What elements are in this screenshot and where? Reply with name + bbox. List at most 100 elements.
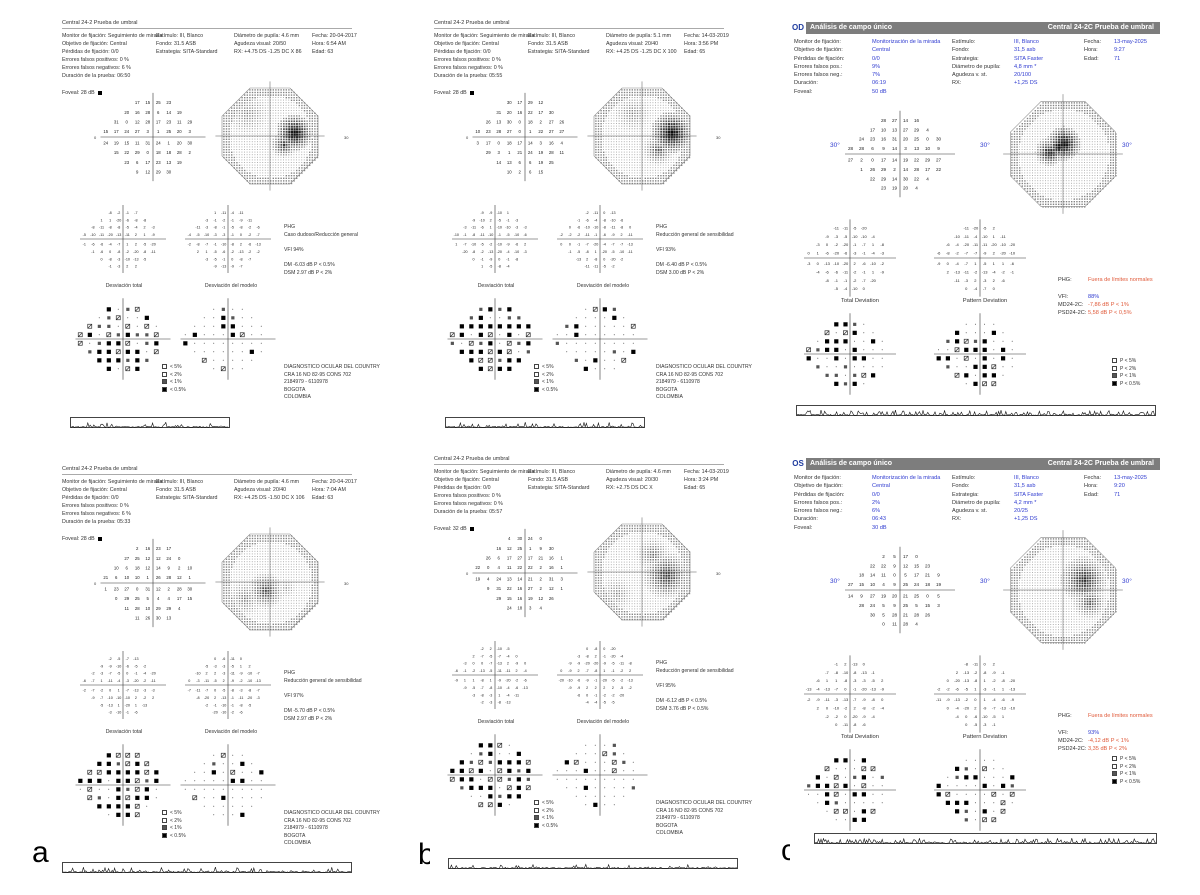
header-field: Monitor de fijación: Seguimiento de mira…	[62, 479, 163, 485]
field-value: -7	[825, 670, 829, 675]
field-value: -10	[497, 226, 502, 230]
field-value: -8	[585, 250, 588, 254]
field-value: -8	[196, 696, 199, 700]
axis-zero-label: 0	[466, 135, 469, 140]
field-value: 1	[529, 129, 532, 134]
spacer	[284, 254, 358, 262]
header-field: Estrategia: SITA-Standard	[528, 49, 590, 55]
legend-text: P < 0.5%	[1120, 778, 1141, 785]
field-value: -13	[221, 696, 226, 700]
clinic-line: 2184979 - 6110978	[656, 379, 700, 386]
field-value: 28	[496, 129, 501, 134]
legend-text: < 0.5%	[542, 822, 558, 829]
field-value: 11	[892, 622, 897, 627]
field-value: 10	[925, 146, 931, 151]
field-value: -11	[963, 269, 969, 274]
field-value: 12	[135, 119, 140, 124]
field-value: -9	[568, 686, 571, 690]
field-value: 2	[993, 661, 996, 666]
field-value: 26	[486, 119, 491, 124]
field-value: 1	[100, 679, 102, 683]
field-value: -2	[620, 669, 623, 673]
field-value: 29	[528, 100, 533, 105]
field-value: 30	[903, 176, 909, 181]
field-value: -11	[833, 225, 839, 230]
field-value: 10	[870, 582, 876, 587]
clinic-address: DIAGNOSTICO OCULAR DEL COUNTRY CRA 16 NO …	[656, 364, 752, 402]
report-header-col2: Estímulo: III, Blanco Fondo: 31.5 ASB Estr…	[528, 32, 589, 56]
header-field: Fondo:	[952, 483, 970, 490]
field-value: -5	[143, 243, 146, 247]
pattern-deviation-prob-map	[552, 734, 648, 816]
spacer	[284, 685, 362, 693]
field-value: -2	[515, 679, 518, 683]
field-value: -8	[213, 226, 216, 230]
ght-value: Fuera de límites normales	[1088, 713, 1153, 719]
field-value: -11	[963, 225, 969, 230]
field-value: -2	[222, 218, 225, 222]
foveal-value: Foveal: 28 dB	[62, 536, 102, 542]
global-indices: PHG Reducción general de sensibilidad VFI …	[656, 224, 734, 277]
field-value: 20	[507, 110, 512, 115]
field-value: 1	[561, 565, 564, 570]
field-value: -10	[125, 257, 130, 261]
field-value: 17	[538, 110, 543, 115]
field-value: -5	[196, 233, 199, 237]
greyscale-map	[587, 81, 697, 191]
field-value: 27	[892, 118, 898, 123]
field-value: 23	[114, 587, 119, 592]
field-value: -8	[862, 705, 866, 710]
field-value: -2	[568, 233, 571, 237]
field-value: -11	[628, 233, 633, 237]
field-value: 0	[498, 141, 501, 146]
field-value: 20	[903, 137, 909, 142]
legend-swatch	[534, 371, 539, 377]
field-value: -13	[610, 211, 615, 215]
field-value: -11	[480, 233, 485, 237]
index-label: MD24-2C:	[1058, 301, 1084, 308]
field-value: 0	[863, 661, 866, 666]
field-value: -13	[627, 679, 632, 683]
field-value: 0	[965, 714, 968, 719]
field-value: 0	[178, 556, 181, 561]
field-value: -3	[463, 226, 466, 230]
legend-swatch	[1112, 763, 1117, 769]
ght-phg_text: Reducción general de sensibilidad	[656, 667, 734, 674]
field-value: -10	[116, 711, 121, 715]
field-value: -8	[853, 670, 857, 675]
field-value: -2	[472, 669, 475, 673]
field-value: 10	[145, 606, 150, 611]
field-value: 19	[881, 594, 887, 599]
field-value: -10	[843, 670, 850, 675]
field-value: 28	[166, 575, 171, 580]
md-value: DM -6.12 dB P < 0.5%	[656, 697, 707, 704]
header-field: Edad: 63	[312, 49, 334, 55]
field-value: 26	[870, 167, 876, 172]
field-value: 10	[114, 565, 119, 570]
md-value: -4,12 dB P < 1%	[1088, 737, 1129, 744]
field-value: -1	[463, 669, 466, 673]
total-deviation-prob-map	[75, 298, 171, 380]
field-value: -2	[231, 711, 234, 715]
field-value: -20	[602, 250, 607, 254]
eye-label: OD	[790, 22, 806, 34]
header-field: Fecha:	[1084, 475, 1102, 481]
ght-value: Fuera de límites normales	[1088, 277, 1153, 283]
field-value: -8	[844, 678, 848, 683]
legend-item: P < 1%	[1112, 373, 1140, 381]
field-value: -9	[489, 211, 492, 215]
clinic-address: DIAGNOSTICO OCULAR DEL COUNTRY CRA 16 NO …	[284, 810, 380, 848]
field-value: 24	[870, 603, 876, 608]
clinic-line: DIAGNOSTICO OCULAR DEL COUNTRY	[284, 364, 380, 370]
field-value: 22	[517, 565, 522, 570]
header-field: Fecha: 20-04-2017	[312, 33, 357, 39]
field-value: -10	[833, 261, 840, 266]
field-value: -2	[611, 265, 614, 269]
field-value: -9	[577, 686, 580, 690]
pattern-deviation-values: 0 -8 0 -20-3 -8 2 -1 -20 -4-9 -9 -20 -20 -9 -5 -11 -80-…	[557, 640, 643, 710]
field-value: -11	[195, 226, 200, 230]
index-label: VFI:	[1058, 293, 1069, 300]
header-lab1: Monitor de fijación: Objetivo de fijación…	[794, 474, 844, 532]
field-value: 1	[835, 678, 838, 683]
field-value: 30	[507, 100, 512, 105]
